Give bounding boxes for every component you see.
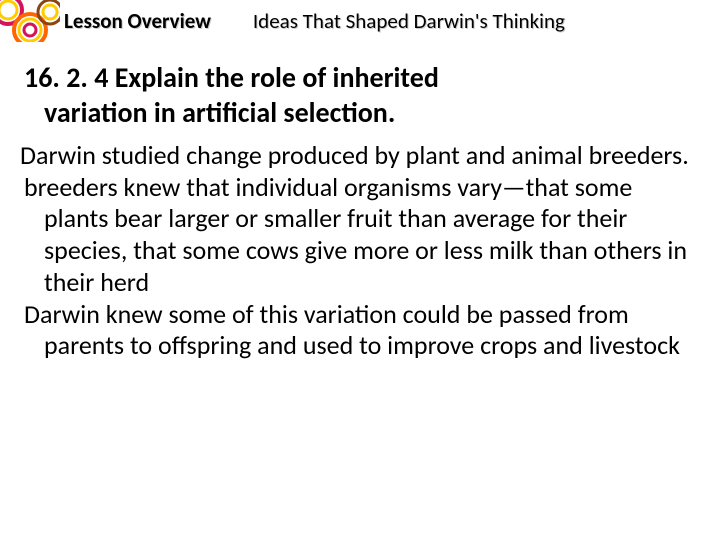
chapter-title: Ideas That Shaped Darwin's Thinking [253, 8, 565, 34]
paragraph-2: breeders knew that individual organisms … [20, 172, 702, 299]
section-heading: 16. 2. 4 Explain the role of inherited v… [18, 60, 702, 130]
heading-line-1: 16. 2. 4 Explain the role of inherited [24, 60, 439, 95]
paragraph-3: Darwin knew some of this variation could… [20, 299, 702, 362]
lesson-overview-label: Lesson Overview [64, 8, 211, 34]
slide-header: Lesson Overview Ideas That Shaped Darwin… [0, 0, 720, 42]
slide-content: 16. 2. 4 Explain the role of inherited v… [0, 42, 720, 362]
body-text: Darwin studied change produced by plant … [18, 140, 702, 362]
paragraph-1: Darwin studied change produced by plant … [20, 140, 702, 172]
swirl-decoration [0, 0, 60, 42]
heading-line-2: variation in artificial selection. [24, 95, 702, 130]
